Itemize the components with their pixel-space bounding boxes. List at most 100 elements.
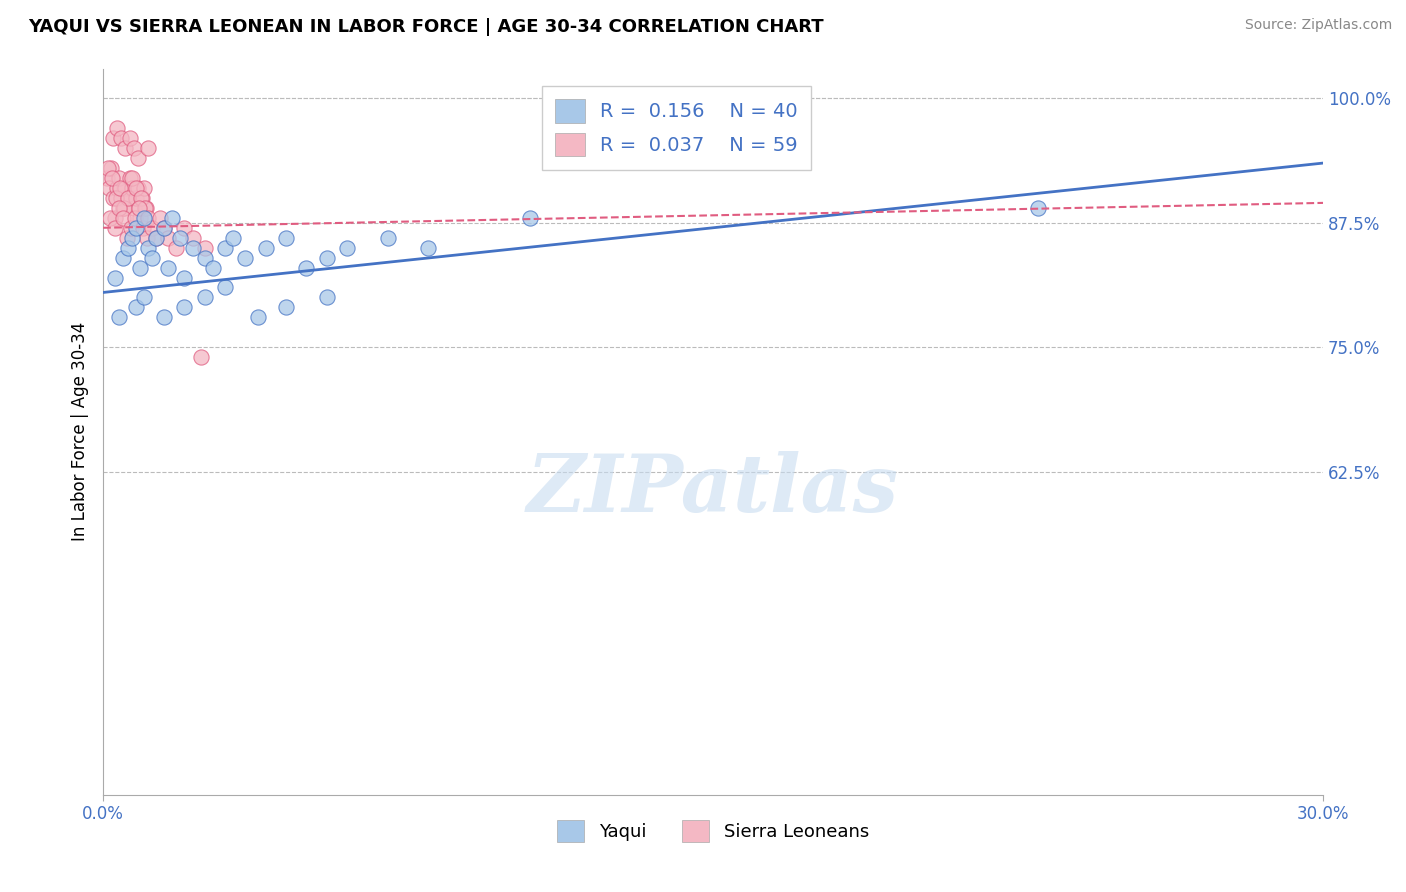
Point [136, 230, 159, 244]
Point [132, 220, 155, 235]
Point [336, 241, 359, 255]
Point [100, 161, 122, 175]
Point [315, 290, 337, 304]
Point [145, 230, 167, 244]
Point [124, 211, 146, 225]
Point [153, 220, 176, 235]
Point [295, 260, 318, 275]
Point [132, 211, 155, 225]
Point [121, 230, 143, 244]
Point [136, 141, 159, 155]
Point [145, 230, 167, 244]
Point [118, 171, 141, 186]
Point [141, 220, 163, 235]
Point [121, 181, 143, 195]
Point [194, 241, 217, 255]
Point [115, 230, 138, 244]
Point [132, 181, 155, 195]
Point [103, 131, 125, 145]
Point [117, 241, 139, 255]
Point [181, 241, 204, 255]
Point [122, 141, 145, 155]
Point [519, 211, 541, 225]
Point [97, 161, 120, 175]
Point [127, 181, 149, 195]
Point [108, 181, 131, 195]
Point [246, 310, 269, 325]
Point [153, 310, 176, 325]
Point [114, 141, 136, 155]
Text: ZIPatlas: ZIPatlas [527, 451, 900, 529]
Point [100, 211, 122, 225]
Point [107, 201, 129, 215]
Point [127, 151, 149, 165]
Point [276, 230, 298, 244]
Point [96, 171, 118, 186]
Point [128, 260, 150, 275]
Point [173, 301, 195, 315]
Point [117, 191, 139, 205]
Point [124, 301, 146, 315]
Point [105, 191, 128, 205]
Point [120, 220, 142, 235]
Point [129, 191, 152, 205]
Point [124, 220, 146, 235]
Point [136, 241, 159, 255]
Point [121, 171, 143, 186]
Point [157, 260, 180, 275]
Point [122, 201, 145, 215]
Point [104, 211, 127, 225]
Point [104, 270, 127, 285]
Point [108, 310, 131, 325]
Point [1028, 201, 1050, 215]
Point [169, 230, 191, 244]
Point [214, 280, 236, 294]
Point [254, 241, 277, 255]
Point [114, 181, 136, 195]
Point [110, 131, 132, 145]
Point [235, 251, 257, 265]
Point [98, 181, 121, 195]
Point [103, 191, 125, 205]
Point [315, 251, 337, 265]
Point [117, 191, 139, 205]
Point [128, 211, 150, 225]
Point [112, 201, 135, 215]
Point [194, 290, 217, 304]
Point [124, 191, 146, 205]
Point [105, 181, 128, 195]
Point [118, 131, 141, 145]
Point [153, 220, 176, 235]
Point [105, 121, 128, 136]
Point [112, 251, 135, 265]
Point [132, 290, 155, 304]
Text: Source: ZipAtlas.com: Source: ZipAtlas.com [1244, 18, 1392, 32]
Point [157, 230, 180, 244]
Text: YAQUI VS SIERRA LEONEAN IN LABOR FORCE | AGE 30-34 CORRELATION CHART: YAQUI VS SIERRA LEONEAN IN LABOR FORCE |… [28, 18, 824, 36]
Point [418, 241, 440, 255]
Point [131, 191, 153, 205]
Point [112, 201, 135, 215]
Point [222, 230, 245, 244]
Point [108, 171, 131, 186]
Point [377, 230, 399, 244]
Point [165, 241, 187, 255]
Point [173, 270, 195, 285]
Point [149, 211, 172, 225]
Point [173, 220, 195, 235]
Point [111, 211, 134, 225]
Point [194, 251, 217, 265]
Point [136, 211, 159, 225]
Point [201, 260, 224, 275]
Point [214, 241, 236, 255]
Point [276, 301, 298, 315]
Point [110, 191, 132, 205]
Point [125, 181, 148, 195]
Point [128, 201, 150, 215]
Point [190, 350, 212, 364]
Point [135, 201, 157, 215]
Point [162, 211, 184, 225]
Point [141, 251, 163, 265]
Point [134, 201, 156, 215]
Legend: R =  0.156    N = 40, R =  0.037    N = 59: R = 0.156 N = 40, R = 0.037 N = 59 [541, 86, 811, 169]
